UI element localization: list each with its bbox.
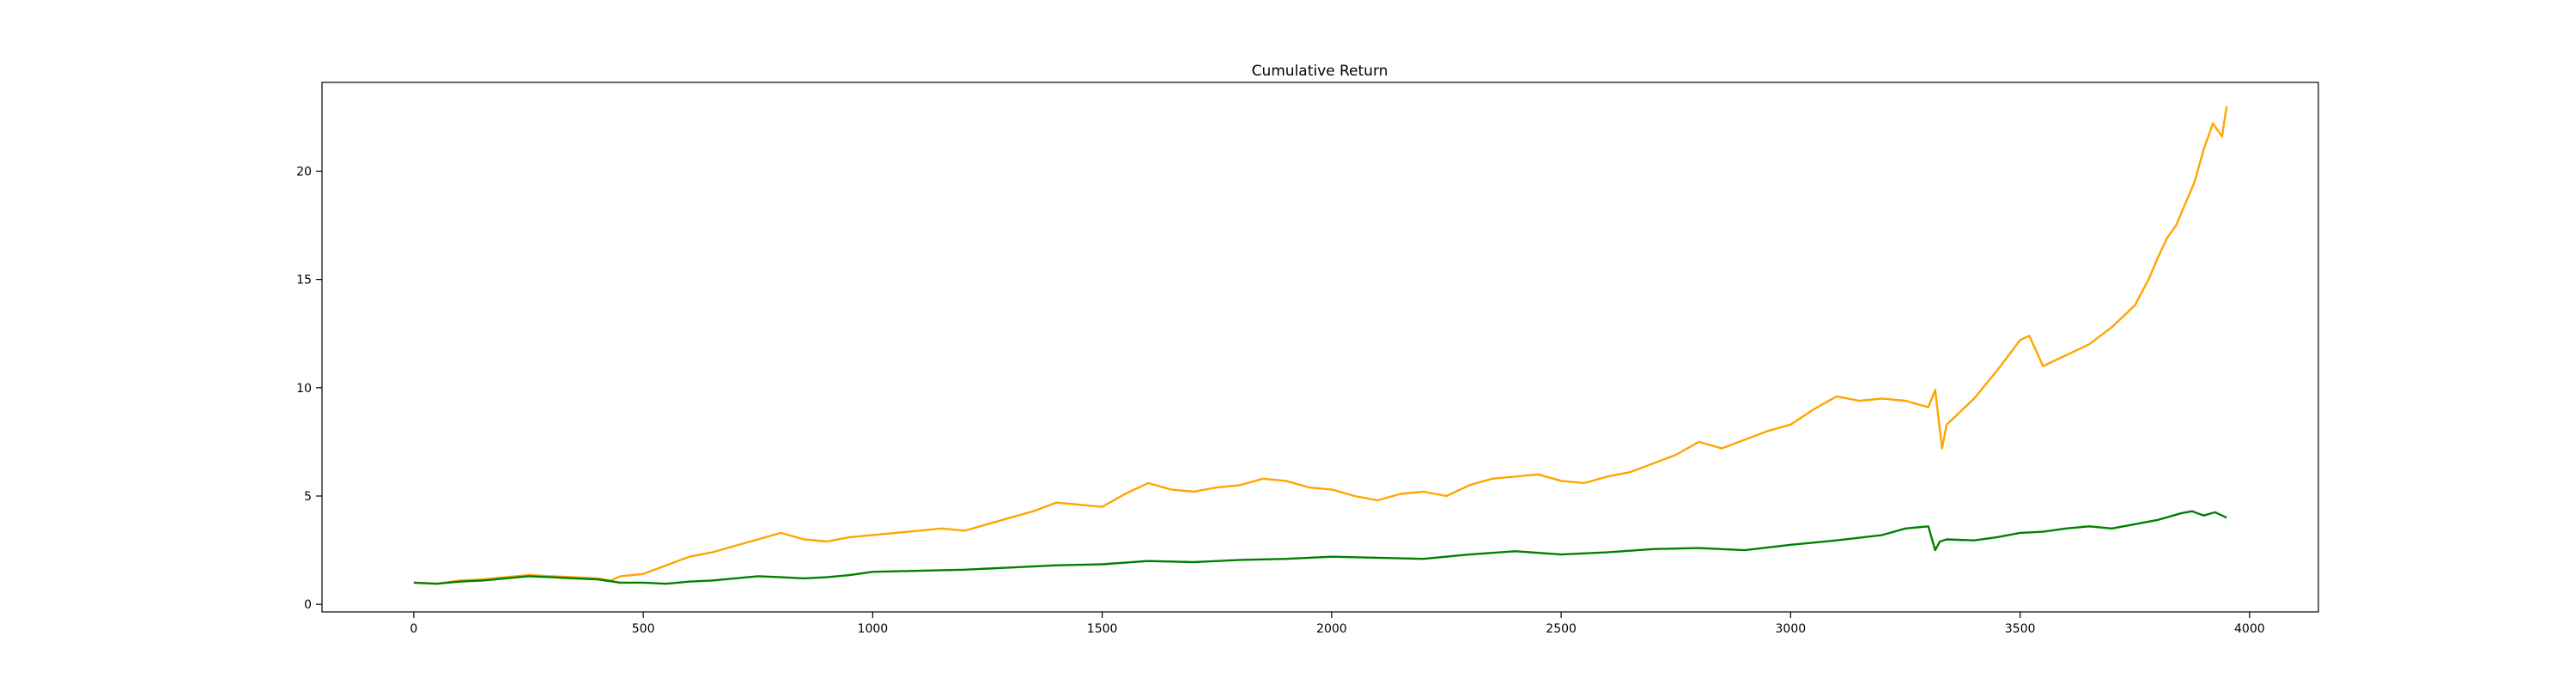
x-tick-label: 2500 — [1546, 622, 1577, 636]
y-tick-label: 20 — [296, 165, 312, 179]
x-tick-label: 0 — [410, 622, 417, 636]
y-axis-ticks: 0 5 10 15 20 — [296, 165, 322, 612]
plot-series — [413, 106, 2228, 585]
x-tick-label: 1500 — [1087, 622, 1118, 636]
x-tick-label: 3000 — [1776, 622, 1807, 636]
series-line-1 — [413, 510, 2227, 585]
y-tick-label: 15 — [296, 274, 312, 288]
y-tick-label: 5 — [304, 490, 312, 504]
plot-area-frame — [321, 82, 2319, 613]
y-tick-label: 0 — [304, 598, 312, 612]
y-tick-label: 10 — [296, 382, 312, 396]
x-tick-label: 1000 — [858, 622, 889, 636]
chart-title: Cumulative Return — [1252, 63, 1388, 80]
x-axis-ticks: 0 500 1000 1500 2000 2500 3000 3500 4000 — [410, 612, 2265, 636]
x-tick-label: 500 — [632, 622, 655, 636]
x-tick-label: 3500 — [2005, 622, 2036, 636]
series-line-0 — [413, 106, 2228, 585]
x-tick-label: 4000 — [2234, 622, 2265, 636]
x-tick-label: 2000 — [1316, 622, 1347, 636]
